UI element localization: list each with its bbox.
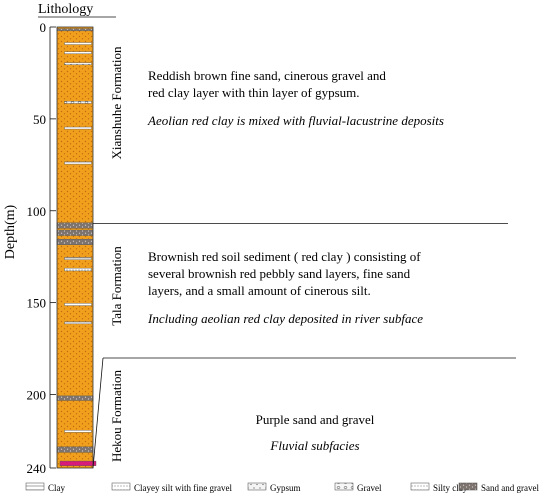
depth-tick-label: 0 [40,20,47,35]
legend-swatch [247,482,267,491]
depth-axis-title: Depth(m) [3,204,18,259]
thin-layer-gypsum-magenta [59,460,97,466]
thin-layer-sand-gravel [56,28,94,32]
thin-layer-gypsum [64,62,92,65]
formation-name: Hekou Formation [109,369,124,462]
depth-tick-label: 100 [27,204,47,219]
thin-layer-silty-clay [64,267,92,272]
formation-0: Xianshuhe Formation Reddish brown fine sa… [109,46,444,160]
formation-description-line: Purple sand and gravel [256,412,375,427]
depth-axis: Lithology 0 50 100 150 200 240 Depth(m) [3,2,116,476]
thin-layer-clay [64,42,92,45]
legend-item-gypsum: Gypsum [247,482,301,493]
legend-label: Gravel [357,483,382,493]
depth-tick-label: 50 [33,112,46,127]
depth-tick-label: 150 [27,296,47,311]
thin-layer-sand-gravel [56,222,94,229]
formation-description-line: layers, and a small amount of cinerous s… [148,283,371,298]
column-outline [56,26,94,469]
legend-swatch [334,482,354,491]
thin-layer-sand-gravel [56,395,94,401]
formation-description-line: several brownish red pebbly sand layers,… [148,266,411,281]
thin-layer-clay [64,303,92,306]
formations: Xianshuhe Formation Reddish brown fine sa… [92,46,516,469]
legend-label: Gypsum [270,483,301,493]
legend-label: Clay [48,483,65,493]
thin-layer-clay [64,321,92,325]
formation-name: Xianshuhe Formation [109,46,124,160]
lithology-column [56,26,97,469]
formation-facies: Aeolian red clay is mixed with fluvial-l… [147,113,444,128]
depth-tick-label: 240 [27,461,47,476]
formation-description-line: Brownish red soil sediment ( red clay ) … [148,249,421,264]
thin-layer-gravel [64,101,92,104]
thin-layer-clay [64,430,92,433]
legend-swatch [111,482,131,491]
legend-label: Clayey silt with fine gravel [134,483,232,493]
legend-swatch [25,482,45,491]
thin-layer-clay [64,126,92,130]
legend-swatch [458,482,478,491]
depth-tick-label: 200 [27,388,47,403]
formation-2: Hekou Formation Purple sand and gravel Flu… [109,369,375,462]
legend-item-clay: Clay [25,482,65,493]
formation-boundary-diagonal [92,357,104,469]
legend-item-clayey-silt: Clayey silt with fine gravel [111,482,232,493]
legend-item-gravel: Gravel [334,482,382,493]
legend-swatch [410,482,430,491]
lithology-legend: Clay Clayey silt with fine gravel Gypsum Gr… [25,482,539,493]
formation-name: Tala Formation [109,246,124,326]
thin-layer-clay [64,257,92,260]
thin-layer-sand-gravel [56,229,94,236]
thin-layer-clay [64,161,92,165]
formation-1: Tala Formation Brownish red soil sediment… [109,246,423,326]
legend-label: Sand and gravel [481,483,539,493]
column-header: Lithology [38,2,93,17]
formation-facies: Including aeolian red clay deposited in … [147,311,423,326]
legend-label: Silty clay [433,483,468,493]
formation-facies: Fluvial subfacies [269,438,359,453]
legend-item-sand-gravel: Sand and gravel [458,482,539,493]
column-dot-texture [57,27,93,468]
legend-item-silty-clay: Silty clay [410,482,468,493]
thin-layer-sand-gravel [56,446,94,453]
formation-description-line: Reddish brown fine sand, cinerous gravel… [148,68,386,83]
thin-layer-sand-gravel [56,239,94,245]
formation-description-line: red clay layer with thin layer of gypsum… [148,85,360,100]
thin-layer-clay [64,51,92,54]
